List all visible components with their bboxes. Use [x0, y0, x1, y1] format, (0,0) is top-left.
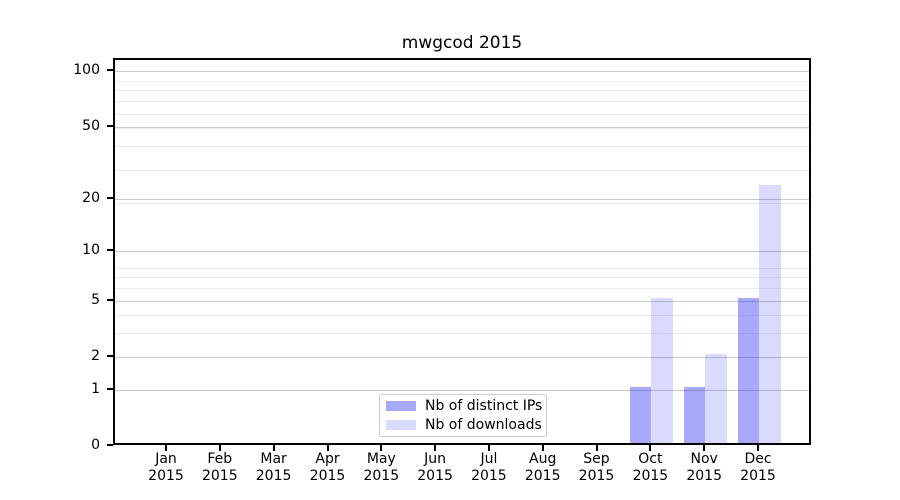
gridline-minor: [115, 288, 809, 289]
x-tick-mark: [757, 445, 759, 451]
x-tick-label: Aug 2015: [524, 451, 561, 484]
x-tick-label: Jan 2015: [148, 451, 184, 484]
gridline-major: [115, 251, 809, 253]
x-tick-mark: [272, 445, 275, 451]
x-tick-label: Dec 2015: [740, 451, 776, 484]
x-tick-mark: [595, 445, 598, 451]
x-tick-label: Nov 2015: [686, 451, 722, 484]
x-tick-label: Sep 2015: [578, 451, 615, 484]
x-tick-mark: [649, 445, 652, 451]
legend-item-downloads: Nb of downloads: [386, 416, 542, 433]
x-tick-label: Feb 2015: [201, 451, 238, 484]
y-tick-label: 20: [82, 189, 100, 206]
gridline-minor: [115, 128, 809, 130]
bar-distinct-ips: [683, 386, 706, 443]
gridline-minor: [115, 315, 809, 317]
y-tick-mark: [107, 124, 113, 127]
bar-distinct-ips: [629, 386, 652, 443]
legend-item-distinct-ips: Nb of distinct IPs: [386, 397, 543, 414]
y-tick-mark: [107, 196, 113, 199]
x-tick-mark: [487, 445, 490, 451]
x-tick-label: May 2015: [363, 451, 400, 484]
x-tick-label: Apr 2015: [309, 451, 346, 484]
y-tick-mark: [107, 354, 113, 357]
x-tick-label: Jun 2015: [417, 451, 453, 484]
x-tick-mark: [541, 445, 544, 451]
x-tick-mark: [434, 445, 437, 451]
x-tick-mark: [218, 445, 221, 451]
legend-label-ips: Nb of distinct IPs: [425, 397, 543, 414]
legend-swatch-downloads: [386, 420, 416, 430]
gridline-major: [115, 126, 809, 128]
legend-swatch-ips: [386, 401, 416, 411]
gridline-minor: [115, 277, 809, 279]
gridline-minor: [115, 113, 809, 115]
y-tick-label: 100: [73, 62, 100, 79]
gridline-minor: [115, 101, 809, 102]
gridline-minor: [115, 267, 809, 269]
gridline-major: [115, 356, 809, 358]
bar-downloads: [759, 184, 781, 443]
y-tick-label: 0: [91, 437, 100, 453]
gridline-major: [115, 389, 809, 391]
bar-downloads: [651, 297, 673, 443]
y-tick-label: 50: [82, 117, 100, 134]
x-tick-mark: [380, 445, 383, 451]
gridline-major: [115, 71, 809, 73]
gridline-major: [115, 300, 809, 302]
y-tick-mark: [107, 387, 113, 390]
x-tick-label: Oct 2015: [632, 451, 669, 484]
gridline-minor: [115, 169, 809, 171]
y-tick-mark: [107, 249, 113, 252]
legend-label-downloads: Nb of downloads: [425, 416, 542, 433]
gridline-minor: [115, 146, 809, 148]
y-tick-label: 5: [91, 291, 100, 308]
gridline-minor: [115, 202, 809, 204]
y-tick-mark: [107, 298, 113, 301]
gridline-minor: [115, 80, 809, 82]
y-tick-label: 10: [82, 242, 100, 259]
x-tick-mark: [703, 445, 706, 451]
y-tick-label: 2: [91, 347, 100, 364]
x-tick-label: Jul 2015: [471, 451, 507, 484]
plot-area: Nb of distinct IPs Nb of downloads: [113, 58, 811, 445]
legend: Nb of distinct IPs Nb of downloads: [379, 394, 547, 437]
bar-downloads: [705, 353, 727, 443]
chart-title: mwgcod 2015: [401, 33, 523, 53]
x-tick-mark: [165, 445, 167, 451]
y-tick-label: 1: [91, 380, 100, 397]
gridline-minor: [115, 90, 809, 92]
x-tick-mark: [326, 445, 329, 451]
bar-distinct-ips: [737, 297, 759, 443]
x-tick-label: Mar 2015: [255, 451, 292, 484]
gridline-minor: [115, 333, 809, 335]
y-tick-mark: [107, 444, 113, 446]
y-tick-mark: [107, 69, 113, 72]
gridline-major: [115, 198, 809, 200]
